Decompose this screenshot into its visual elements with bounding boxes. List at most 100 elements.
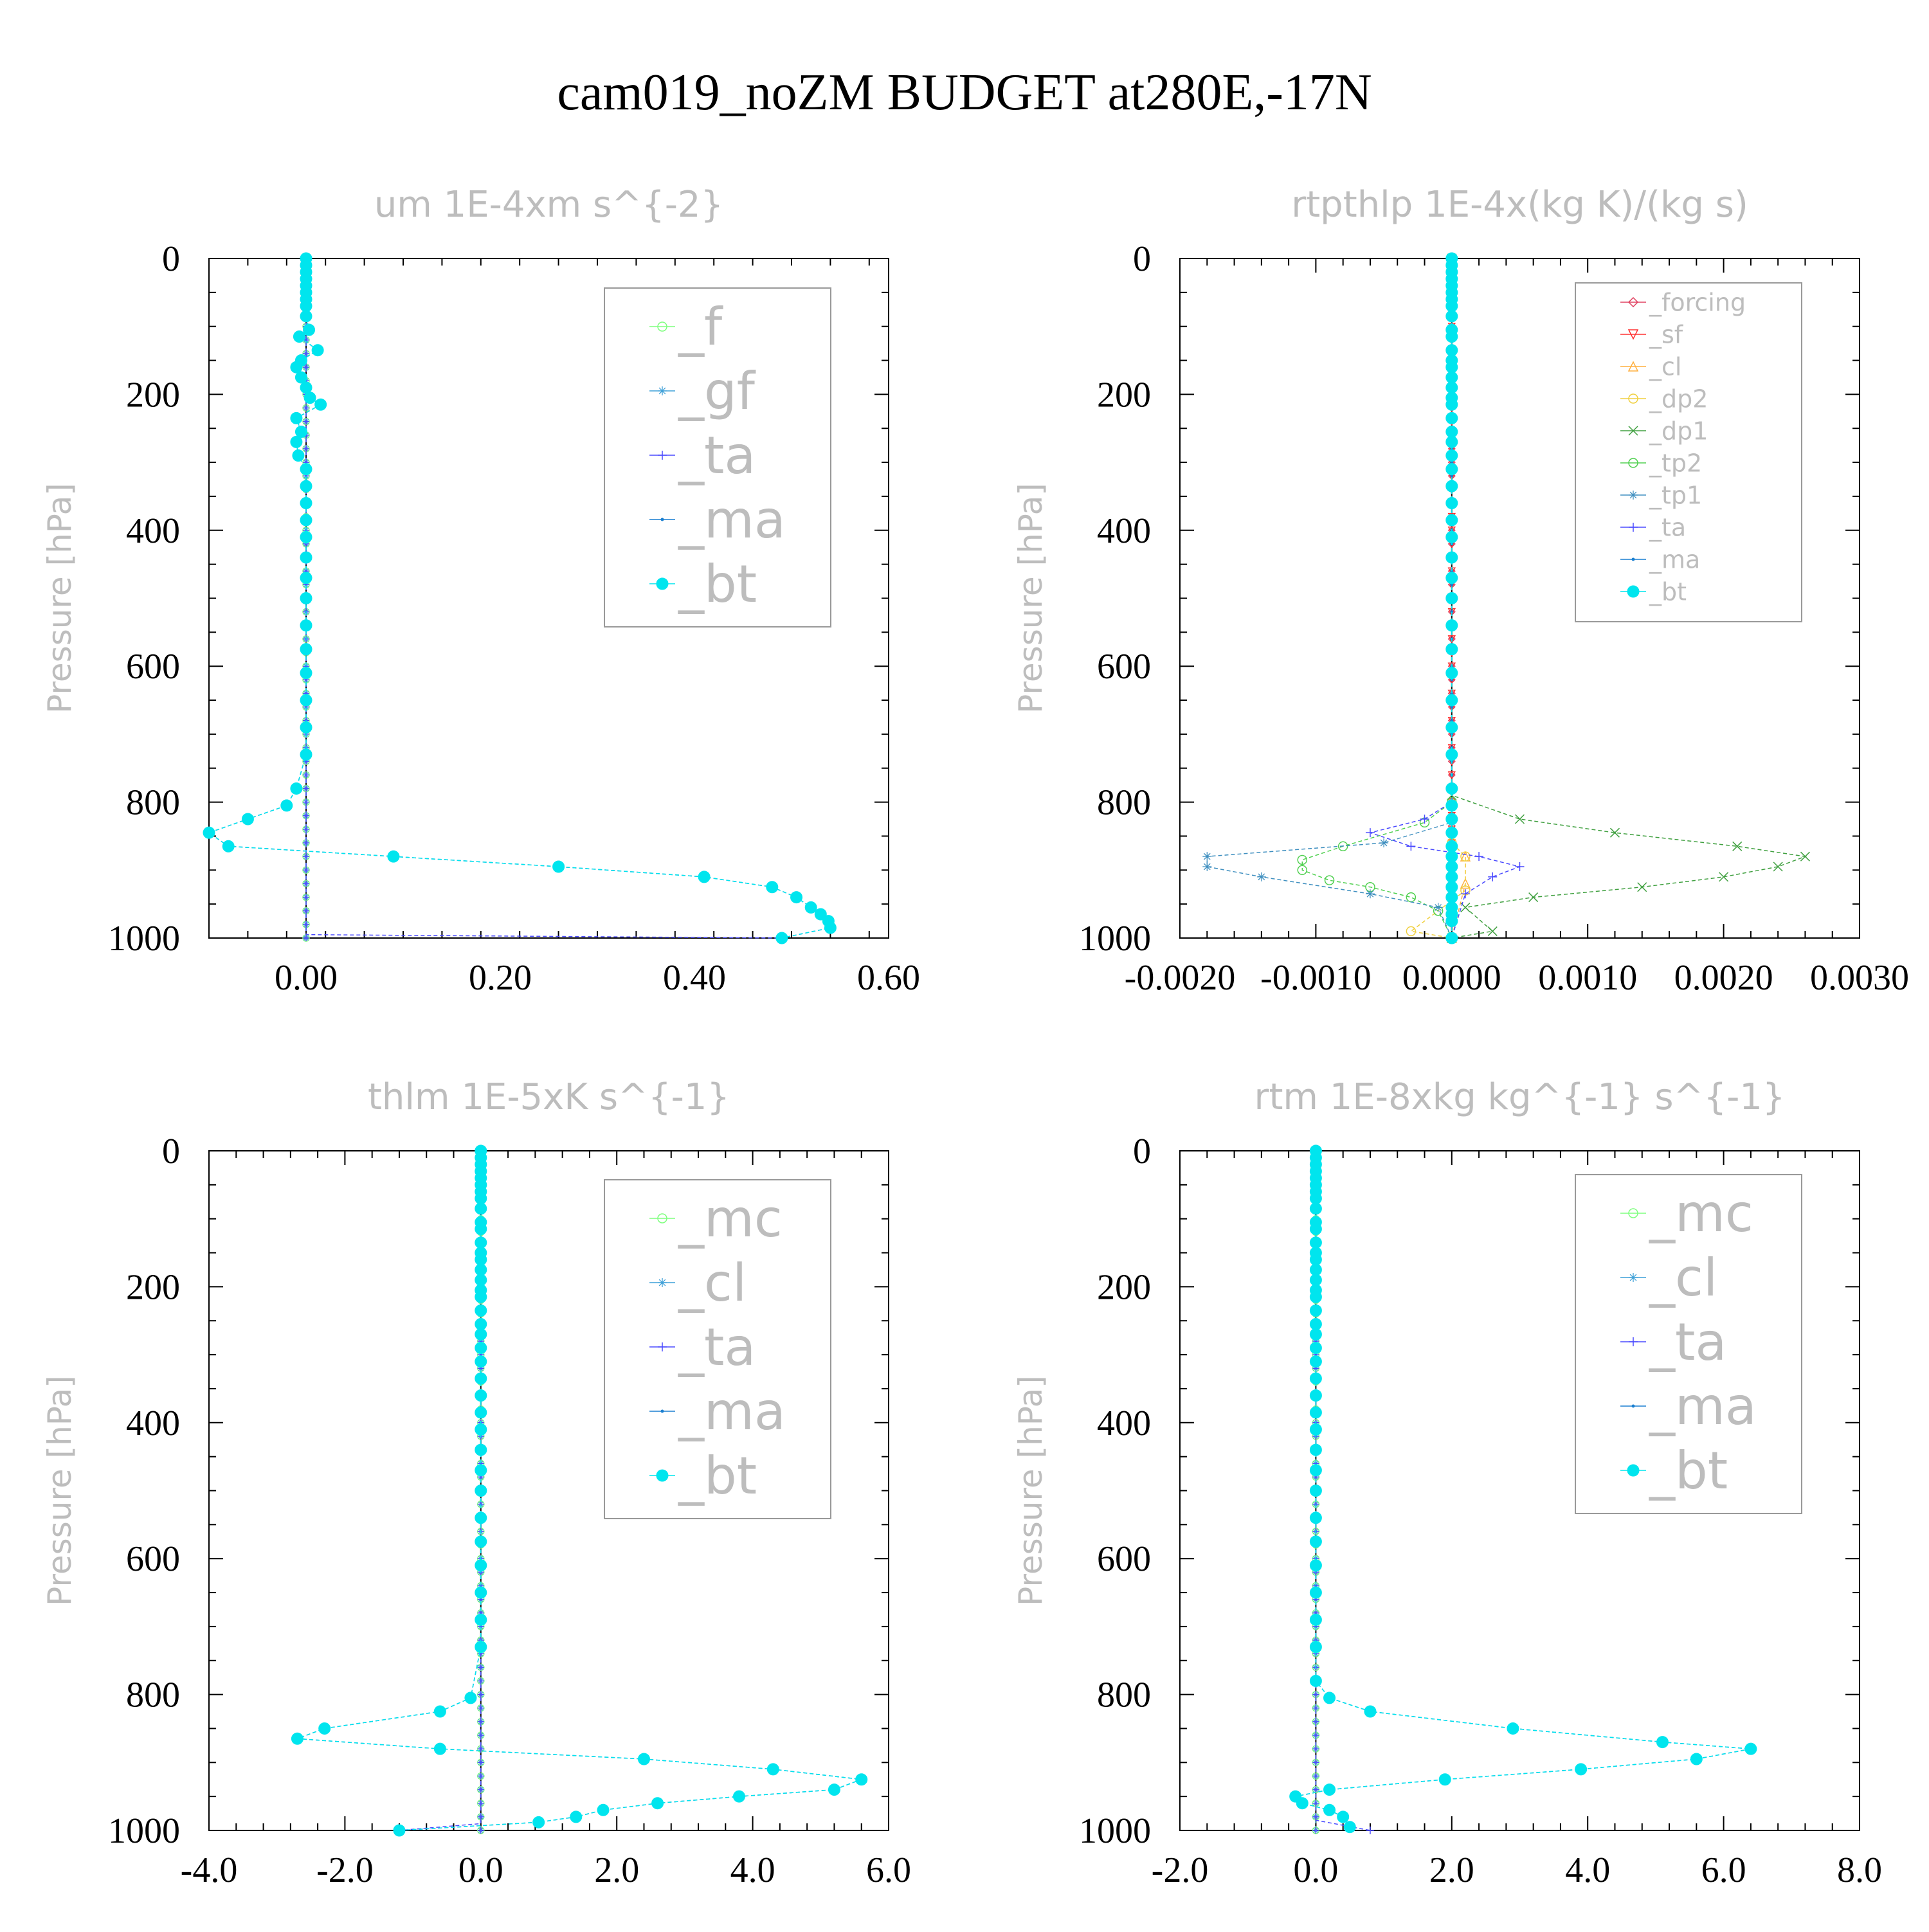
series-bt — [1289, 1144, 1757, 1834]
data-point — [1309, 1423, 1322, 1436]
data-point — [766, 881, 779, 894]
data-point — [1460, 889, 1470, 899]
legend-item: _mc — [649, 1189, 783, 1249]
y-tick-label: 400 — [126, 1404, 180, 1443]
series-ta — [395, 1148, 484, 1834]
data-point — [660, 518, 664, 521]
data-point — [300, 667, 312, 680]
data-point — [222, 840, 235, 853]
data-point — [1364, 1705, 1377, 1718]
data-point — [475, 1372, 487, 1385]
data-point — [303, 785, 309, 792]
legend-item: _tp2 — [1620, 449, 1702, 477]
data-point — [1365, 889, 1375, 899]
data-point — [1379, 838, 1389, 848]
legend-label: _dp1 — [1649, 417, 1708, 445]
y-axis-label: Pressure [hPa] — [1012, 1375, 1049, 1606]
data-point — [698, 871, 711, 883]
figure-title: cam019_noZM BUDGET at280E,-17N — [557, 64, 1372, 121]
legend: _mc_cl_ta_ma_bt — [604, 1179, 831, 1519]
data-point — [1445, 667, 1458, 680]
x-tick-label: 4.0 — [730, 1850, 775, 1890]
data-point — [475, 1559, 487, 1572]
data-point — [1627, 1464, 1640, 1477]
series-bt — [203, 252, 837, 944]
y-tick-label: 600 — [126, 1539, 180, 1579]
data-point — [1445, 480, 1458, 492]
data-point — [303, 894, 309, 901]
data-point — [657, 321, 667, 332]
data-point — [314, 398, 327, 411]
series-line — [1409, 258, 1466, 939]
data-point — [475, 1512, 487, 1524]
chart-panel-3: thlm 1E-5xK s^{-1} Pressure [hPa] 0 200 400 6… — [41, 1076, 911, 1890]
data-point — [1309, 1355, 1322, 1368]
data-point — [1528, 892, 1539, 903]
legend-item: _forcing — [1620, 288, 1746, 316]
data-point — [300, 300, 312, 312]
data-point — [290, 361, 303, 374]
legend-item: _bt — [1620, 1441, 1728, 1501]
y-tick-label: 0 — [162, 239, 180, 279]
data-point — [1445, 572, 1458, 584]
data-point — [1433, 903, 1443, 912]
data-point — [303, 323, 316, 336]
data-point — [1309, 1535, 1322, 1548]
series-line — [399, 1151, 482, 1831]
data-point — [1323, 1803, 1336, 1816]
data-point — [303, 445, 309, 452]
data-point — [1297, 865, 1308, 876]
data-point — [1628, 426, 1638, 436]
data-point — [1309, 1586, 1322, 1599]
legend-box — [1575, 1174, 1802, 1514]
legend-item: _cl — [1620, 1248, 1717, 1308]
data-point — [311, 344, 324, 357]
data-point — [570, 1810, 583, 1823]
legend-label: _cl — [1649, 352, 1681, 381]
data-point — [475, 1464, 487, 1477]
series-line — [1301, 258, 1453, 939]
data-point — [660, 1409, 664, 1413]
y-tick-label: 800 — [126, 1675, 180, 1715]
data-point — [300, 310, 312, 323]
data-point — [1445, 915, 1458, 928]
data-point — [1309, 1372, 1322, 1385]
data-point — [303, 418, 309, 425]
legend-label: _gf — [678, 361, 756, 421]
data-point — [1445, 514, 1458, 527]
data-point — [656, 577, 669, 590]
legend-item: _ma — [1620, 545, 1700, 573]
data-point — [300, 721, 312, 734]
data-point — [1312, 1746, 1319, 1753]
data-point — [1445, 619, 1458, 632]
data-point — [658, 1278, 667, 1287]
data-point — [1445, 643, 1458, 656]
data-point — [1323, 1692, 1336, 1704]
data-point — [1628, 458, 1638, 468]
data-point — [1445, 694, 1458, 707]
y-tick-label: 400 — [1097, 511, 1151, 551]
data-point — [303, 826, 309, 833]
data-point — [433, 1742, 446, 1755]
y-tick-label: 0 — [162, 1132, 180, 1171]
series-dp2 — [1406, 253, 1471, 943]
data-point — [1445, 300, 1458, 312]
data-point — [475, 1423, 487, 1436]
data-point — [475, 1192, 487, 1205]
x-tick-label: 0.0010 — [1538, 958, 1637, 998]
chart-panel-1: um 1E-4xm s^{-2} Pressure [hPa] 0 200 400 600… — [41, 184, 920, 998]
data-point — [1445, 463, 1458, 476]
data-point — [1445, 871, 1458, 883]
data-point — [475, 1389, 487, 1402]
data-point — [303, 853, 309, 860]
legend-label: _sf — [1649, 320, 1684, 348]
legend-item: _ta — [1620, 1312, 1726, 1372]
data-point — [1445, 592, 1458, 604]
data-point — [294, 371, 307, 384]
data-point — [475, 1263, 487, 1276]
data-point — [477, 1718, 484, 1725]
y-axis-label: Pressure [hPa] — [41, 1375, 78, 1606]
data-point — [475, 1236, 487, 1249]
data-point — [300, 381, 312, 394]
